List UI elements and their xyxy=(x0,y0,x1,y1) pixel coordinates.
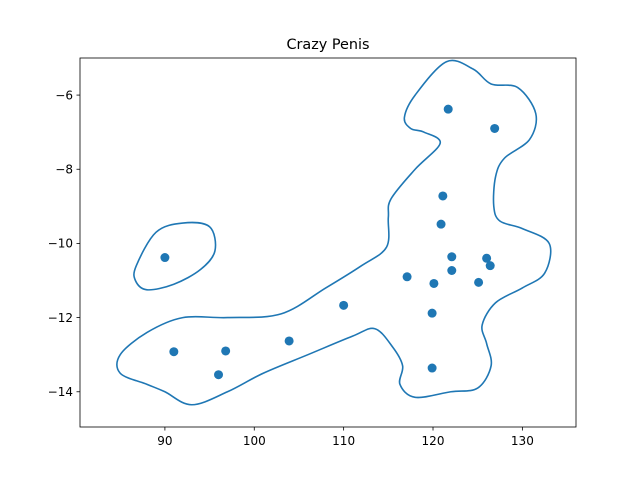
scatter-point-17 xyxy=(482,253,492,263)
scatter-point-11 xyxy=(436,219,446,229)
contour-layer xyxy=(116,59,552,406)
y-tick-label: −10 xyxy=(48,237,73,251)
plot-frame xyxy=(79,57,577,428)
y-tick-label: −12 xyxy=(48,311,73,325)
scatter-point-13 xyxy=(443,104,453,114)
scatter-point-18 xyxy=(485,261,495,271)
y-tick-label: −6 xyxy=(55,88,73,102)
x-tick-label: 130 xyxy=(511,434,534,448)
scatter-point-7 xyxy=(402,272,412,282)
scatter-point-1 xyxy=(160,253,170,263)
scatter-point-16 xyxy=(474,277,484,287)
x-tick-label: 110 xyxy=(332,434,355,448)
scatter-point-8 xyxy=(427,308,437,318)
scatter-point-9 xyxy=(427,363,437,373)
scatter-points xyxy=(160,104,500,380)
scatter-point-10 xyxy=(429,278,439,288)
y-tick-label: −14 xyxy=(48,385,73,399)
scatter-point-6 xyxy=(339,300,349,310)
x-tick-label: 100 xyxy=(243,434,266,448)
y-tick-label: −8 xyxy=(55,163,73,177)
contour-line-2 xyxy=(133,221,217,291)
scatter-point-4 xyxy=(221,346,231,356)
x-tick-label: 90 xyxy=(157,434,172,448)
contour-line-1 xyxy=(116,59,552,406)
y-axis: −14 −12 −10 −8 −6 xyxy=(48,88,80,399)
x-tick-label: 120 xyxy=(422,434,445,448)
scatter-point-5 xyxy=(284,336,294,346)
chart-title: Crazy Penis xyxy=(286,37,369,53)
scatter-point-2 xyxy=(169,347,179,357)
scatter-point-15 xyxy=(447,266,457,275)
scatter-point-14 xyxy=(447,252,457,262)
x-axis: 90 100 110 120 130 xyxy=(157,427,534,448)
scatter-point-19 xyxy=(490,123,500,133)
scatter-point-12 xyxy=(438,191,448,201)
scatter-point-3 xyxy=(214,370,224,380)
